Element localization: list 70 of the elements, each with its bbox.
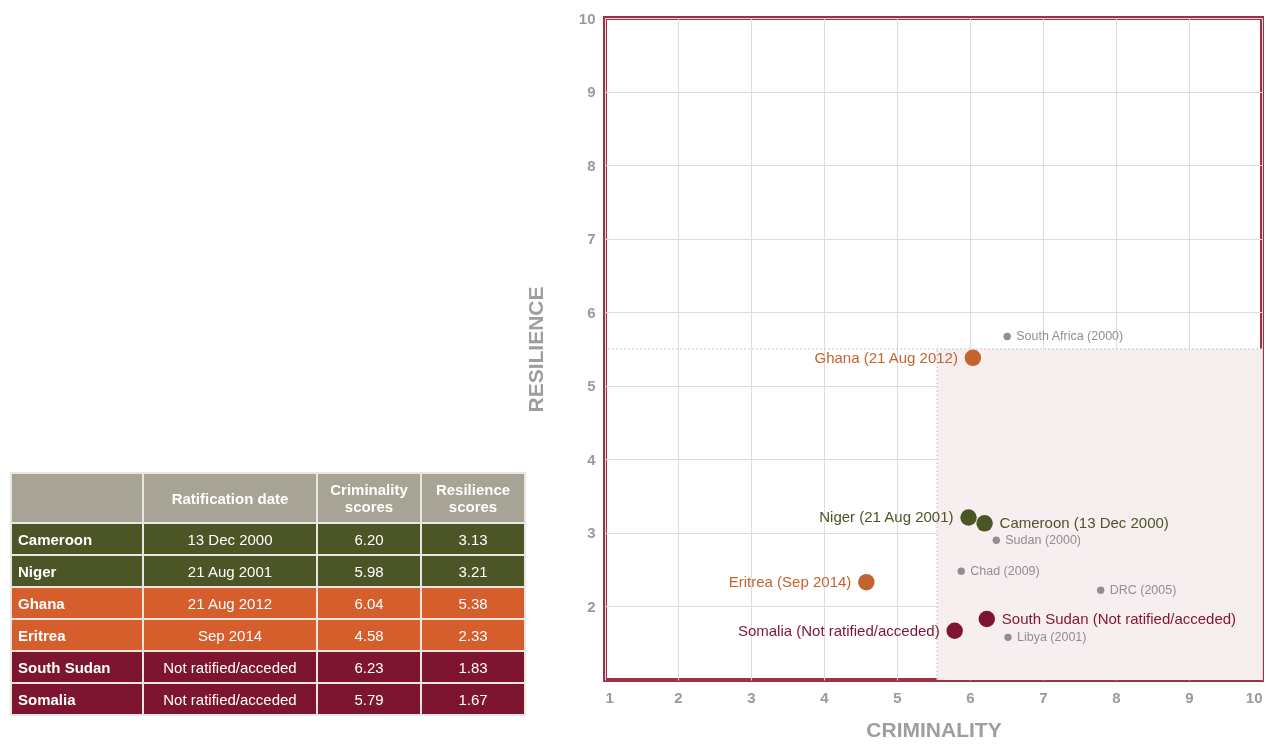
y-tick-label: 7 xyxy=(587,230,596,248)
y-tick-label: 5 xyxy=(587,377,596,395)
data-label: 2.33 xyxy=(421,619,525,651)
x-tick-label: 5 xyxy=(893,688,902,706)
text: Ratification date xyxy=(143,473,317,523)
point xyxy=(858,573,875,591)
annotation: DRC (2005) xyxy=(1109,583,1177,598)
text: Not ratified/acceded xyxy=(143,651,317,683)
y-axis-title: RESILIENCE xyxy=(523,286,547,413)
x-tick-label: 10 xyxy=(1245,688,1263,706)
y-tick-label: 6 xyxy=(587,303,596,321)
annotation: Niger (21 Aug 2001) xyxy=(819,508,954,526)
x-tick-label: 8 xyxy=(1112,688,1121,706)
text: Sep 2014 xyxy=(143,619,317,651)
y-tick-label: 8 xyxy=(587,156,596,174)
data-label: 4.58 xyxy=(317,619,421,651)
category-label: Cameroon xyxy=(11,523,143,555)
category-label: South Sudan xyxy=(11,651,143,683)
point xyxy=(1096,586,1105,594)
category-label: Niger xyxy=(11,555,143,587)
x-tick-label: 9 xyxy=(1185,688,1194,706)
annotation: Chad (2009) xyxy=(970,564,1040,579)
point xyxy=(964,349,982,367)
data-label: 6.20 xyxy=(317,523,421,555)
y-tick-label: 9 xyxy=(587,83,596,101)
point xyxy=(960,509,977,526)
series-label: Criminality scores xyxy=(317,473,421,523)
data-label: 6.04 xyxy=(317,587,421,619)
y-tick-label: 4 xyxy=(587,450,597,468)
data-label: 1.83 xyxy=(421,651,525,683)
annotation: South Africa (2000) xyxy=(1016,329,1124,344)
x-tick-label: 2 xyxy=(674,688,683,706)
data-label: 5.98 xyxy=(317,555,421,587)
text: 13 Dec 2000 xyxy=(143,523,317,555)
data-label: 3.21 xyxy=(421,555,525,587)
x-tick-label: 4 xyxy=(820,688,830,706)
annotation: Ghana (21 Aug 2012) xyxy=(814,348,958,366)
annotation: Sudan (2000) xyxy=(1005,533,1082,548)
x-tick-label: 1 xyxy=(605,688,614,706)
annotation: Somalia (Not ratified/acceded) xyxy=(737,621,940,639)
data-label: 1.67 xyxy=(421,683,525,715)
category-label: Ghana xyxy=(11,587,143,619)
point xyxy=(1004,633,1012,642)
y-tick-label: 2 xyxy=(587,597,596,615)
annotation: South Sudan (Not ratified/acceded) xyxy=(1001,609,1237,627)
x-tick-label: 6 xyxy=(966,688,975,706)
text: 21 Aug 2001 xyxy=(143,555,317,587)
data-label: 5.38 xyxy=(421,587,525,619)
y-tick-label: 10 xyxy=(578,9,596,27)
point xyxy=(1003,332,1011,341)
x-tick-label: 3 xyxy=(747,688,756,706)
category-label: Eritrea xyxy=(11,619,143,651)
annotation: Eritrea (Sep 2014) xyxy=(728,573,852,591)
point xyxy=(976,515,993,532)
category-label: Somalia xyxy=(11,683,143,715)
x-axis-title: CRIMINALITY xyxy=(866,717,1002,741)
point xyxy=(957,567,965,575)
series-label: Resilience scores xyxy=(421,473,525,523)
x-tick-label: 7 xyxy=(1039,688,1048,706)
annotation: Libya (2001) xyxy=(1016,630,1087,645)
annotation: Cameroon (13 Dec 2000) xyxy=(999,514,1169,532)
data-label: 3.13 xyxy=(421,523,525,555)
y-tick-label: 3 xyxy=(587,524,596,542)
text: Not ratified/acceded xyxy=(143,683,317,715)
data-label: 5.79 xyxy=(317,683,421,715)
point xyxy=(978,610,996,628)
point xyxy=(992,536,1000,544)
data-label: 6.23 xyxy=(317,651,421,683)
text: 21 Aug 2012 xyxy=(143,587,317,619)
point xyxy=(946,622,963,639)
